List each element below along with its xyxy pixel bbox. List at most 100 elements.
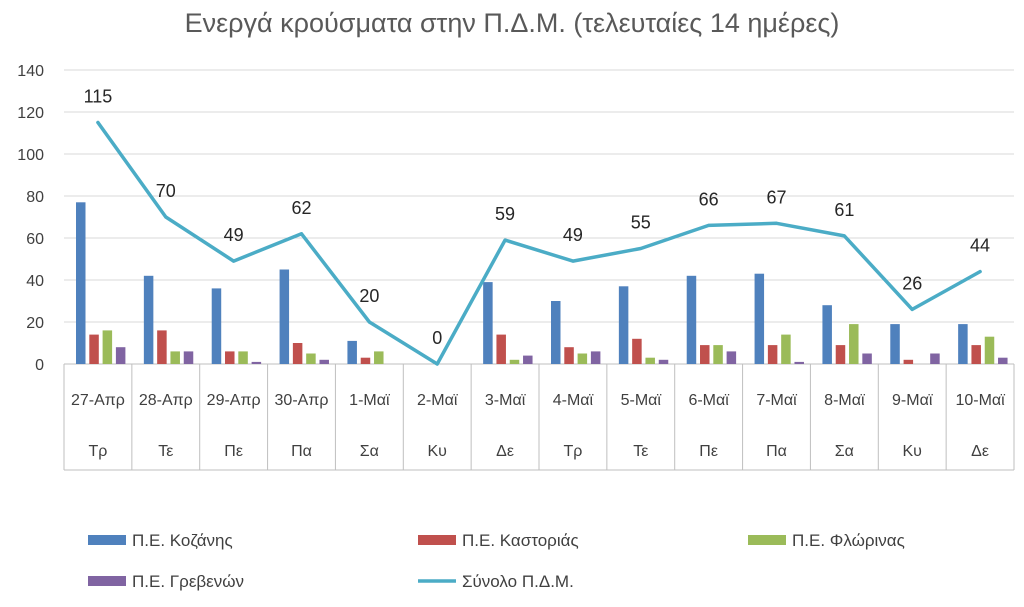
y-tick-label: 80 <box>26 189 44 206</box>
x-day-label: Δε <box>971 443 989 460</box>
bar <box>496 334 506 364</box>
legend-label: Π.Ε. Καστοριάς <box>462 531 579 550</box>
y-tick-label: 60 <box>26 231 44 248</box>
line-point <box>164 215 168 219</box>
total-line <box>96 120 982 366</box>
x-day-label: Τρ <box>88 443 107 460</box>
bar <box>306 353 316 364</box>
bar <box>930 353 940 364</box>
x-tick-label: 2-Μαϊ <box>417 392 458 409</box>
bar <box>713 345 723 364</box>
data-label: 59 <box>495 204 515 224</box>
data-label: 61 <box>834 200 854 220</box>
line-point <box>367 320 371 324</box>
data-label: 115 <box>84 87 113 107</box>
bar <box>835 345 846 364</box>
x-day-label: Κυ <box>903 443 922 460</box>
data-label: 62 <box>291 198 311 218</box>
bar <box>292 343 303 364</box>
line-point <box>232 259 236 263</box>
y-tick-label: 0 <box>35 357 44 374</box>
legend-label: Σύνολο Π.Δ.Μ. <box>462 572 574 591</box>
x-tick-label: 5-Μαϊ <box>621 392 662 409</box>
x-day-label: Τε <box>158 443 173 460</box>
bars-layer <box>76 202 1008 364</box>
line-point <box>503 238 507 242</box>
y-tick-label: 40 <box>26 273 44 290</box>
x-tick-label: 9-Μαϊ <box>892 392 933 409</box>
y-tick-label: 120 <box>17 105 44 122</box>
bar <box>618 286 629 364</box>
bar <box>632 338 642 364</box>
bar <box>998 357 1008 364</box>
data-label: 0 <box>432 328 442 348</box>
data-label: 70 <box>156 181 176 201</box>
data-label: 49 <box>563 225 583 245</box>
x-day-label: Τρ <box>563 443 582 460</box>
line-point <box>96 121 100 124</box>
x-tick-label: 27-Απρ <box>71 392 125 409</box>
bar <box>822 305 832 364</box>
line-point <box>707 223 711 227</box>
y-tick-label: 140 <box>17 63 44 80</box>
data-label: 44 <box>970 236 990 256</box>
bar <box>577 353 588 364</box>
bar <box>483 282 493 364</box>
bar <box>211 288 222 364</box>
bar <box>700 345 710 364</box>
bar <box>686 275 697 364</box>
bar <box>238 351 248 364</box>
bar <box>890 324 900 364</box>
line-point <box>978 270 982 274</box>
x-tick-label: 8-Μαϊ <box>824 392 865 409</box>
bar <box>645 357 655 364</box>
line-point <box>639 247 643 250</box>
bar <box>564 347 574 364</box>
bar <box>551 301 561 364</box>
bar <box>170 351 180 364</box>
y-tick-label: 20 <box>26 315 44 332</box>
x-day-label: Δε <box>496 443 514 460</box>
data-label: 49 <box>224 225 244 245</box>
x-tick-label: 6-Μαϊ <box>688 392 729 409</box>
legend-swatch <box>418 535 456 545</box>
y-tick-label: 100 <box>17 147 44 164</box>
x-tick-label: 29-Απρ <box>207 392 261 409</box>
x-day-label: Πε <box>224 443 243 460</box>
bar <box>183 351 194 364</box>
bar <box>360 357 371 364</box>
x-day-label: Πα <box>766 443 787 460</box>
bar <box>754 273 765 364</box>
legend-swatch <box>88 576 126 586</box>
x-tick-label: 4-Μαϊ <box>553 392 594 409</box>
bar <box>374 351 384 364</box>
bar <box>958 324 968 364</box>
bar <box>157 330 167 364</box>
bar <box>523 355 533 364</box>
bar <box>590 351 601 364</box>
data-label: 67 <box>766 187 786 207</box>
line-point <box>571 259 575 263</box>
line-point <box>300 232 303 236</box>
bar <box>102 330 113 364</box>
legend-swatch <box>88 535 126 545</box>
line-layer <box>96 120 982 366</box>
data-label: 55 <box>631 213 651 233</box>
x-day-label: Πα <box>291 443 312 460</box>
x-tick-label: 10-Μαϊ <box>955 392 1005 409</box>
bar <box>89 334 99 364</box>
x-day-label: Κυ <box>428 443 447 460</box>
bar <box>143 275 154 364</box>
legend-label: Π.Ε. Γρεβενών <box>132 572 244 591</box>
x-tick-label: 7-Μαϊ <box>756 392 797 409</box>
chart-title: Ενεργά κρούσματα στην Π.Δ.Μ. (τελευταίες… <box>185 8 840 38</box>
bar <box>767 345 778 364</box>
bar <box>971 345 981 364</box>
bar <box>781 334 791 364</box>
line-point <box>435 362 439 366</box>
bar <box>903 359 914 364</box>
x-tick-label: 3-Μαϊ <box>485 392 526 409</box>
bar <box>984 336 995 364</box>
bar <box>849 324 859 364</box>
